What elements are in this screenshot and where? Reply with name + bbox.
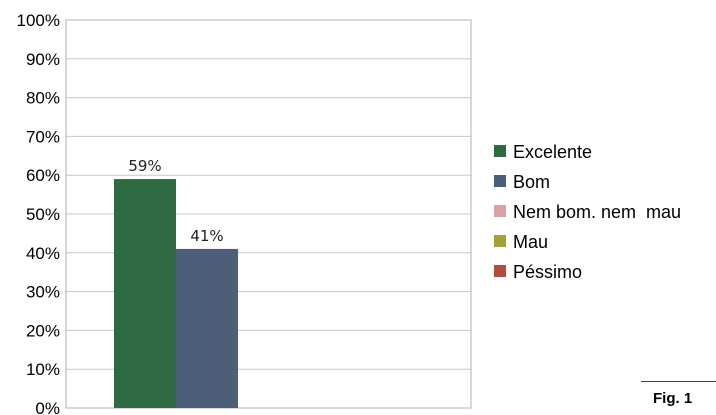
y-tick-label: 40% xyxy=(26,244,60,263)
y-tick-label: 20% xyxy=(26,321,60,340)
legend: Excelente Bom Nem bom. nem mau Mau Péssimo xyxy=(494,142,681,282)
y-tick-label: 70% xyxy=(26,127,60,146)
legend-label: Nem bom. nem mau xyxy=(513,202,681,222)
y-tick-label: 50% xyxy=(26,205,60,224)
bars xyxy=(114,179,238,408)
y-axis-tick-labels: 0% 10% 20% 30% 40% 50% 60% 70% 80% 90% 100% xyxy=(17,11,60,415)
y-tick-label: 80% xyxy=(26,89,60,108)
data-label: 41% xyxy=(190,227,223,245)
y-tick-label: 0% xyxy=(35,399,60,415)
bar-bom xyxy=(176,248,238,408)
legend-label: Excelente xyxy=(513,142,592,162)
legend-swatch xyxy=(494,265,506,277)
data-labels: 59% 41% xyxy=(128,157,223,245)
caption-rule xyxy=(641,381,716,382)
legend-label: Mau xyxy=(513,232,548,252)
y-tick-label: 30% xyxy=(26,283,60,302)
legend-label: Bom xyxy=(513,172,550,192)
legend-swatch xyxy=(494,145,506,157)
legend-label: Péssimo xyxy=(513,262,582,282)
legend-swatch xyxy=(494,235,506,247)
y-tick-label: 90% xyxy=(26,50,60,69)
y-tick-label: 100% xyxy=(17,11,60,30)
y-tick-label: 60% xyxy=(26,166,60,185)
y-tick-label: 10% xyxy=(26,360,60,379)
figure-caption: Fig. 1 xyxy=(653,390,693,407)
legend-swatch xyxy=(494,175,506,187)
bar-excelente xyxy=(114,179,176,408)
data-label: 59% xyxy=(128,157,161,175)
legend-swatch xyxy=(494,205,506,217)
plot-area-frame xyxy=(65,19,472,409)
